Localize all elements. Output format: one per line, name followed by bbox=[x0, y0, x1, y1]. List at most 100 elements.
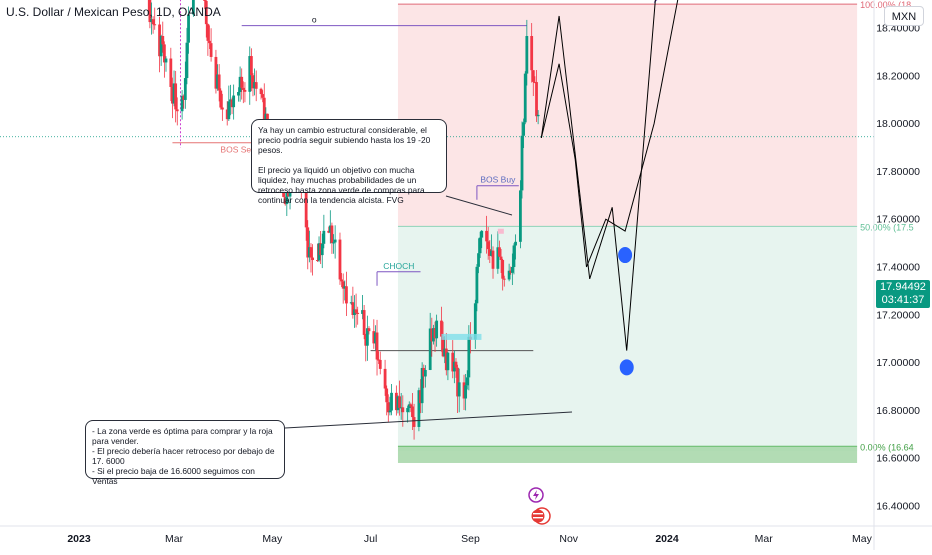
candle-body bbox=[417, 390, 421, 427]
candle-body bbox=[401, 407, 405, 413]
candle-body bbox=[153, 24, 157, 26]
candle-body bbox=[423, 369, 427, 377]
candle-body bbox=[229, 99, 232, 102]
zone-base-label: 0.00% (16.64 bbox=[860, 442, 914, 452]
candle bbox=[208, 25, 211, 50]
candle bbox=[147, 0, 149, 13]
candle bbox=[457, 368, 461, 413]
candle bbox=[406, 405, 410, 423]
candle-body bbox=[214, 56, 218, 89]
candle-body bbox=[520, 135, 524, 191]
x-tick-label: May bbox=[262, 533, 283, 545]
candle bbox=[148, 0, 152, 29]
y-tick-label: 17.00000 bbox=[876, 357, 920, 369]
candle-body bbox=[409, 404, 413, 407]
note-upper[interactable]: Ya hay un cambio estructural considerabl… bbox=[251, 119, 447, 205]
zones-layer: 100.00% (18 50.00% (17.5 0.00% (16.64 bbox=[397, 0, 914, 463]
candle-body bbox=[306, 227, 310, 258]
candle-body bbox=[535, 82, 538, 117]
candle-body bbox=[420, 367, 424, 404]
candle bbox=[523, 71, 527, 125]
candle bbox=[241, 81, 245, 104]
candle bbox=[243, 82, 247, 103]
candle-body bbox=[180, 95, 184, 112]
candle-body bbox=[185, 42, 189, 79]
candle-body bbox=[432, 328, 435, 342]
flag-us bbox=[531, 509, 545, 523]
candle-body bbox=[375, 332, 379, 360]
candle-body bbox=[525, 36, 529, 74]
candle bbox=[351, 286, 355, 319]
candle-body bbox=[311, 257, 314, 261]
candle-body bbox=[328, 225, 332, 233]
candle bbox=[446, 351, 450, 381]
candle bbox=[488, 240, 492, 264]
candle-body bbox=[377, 359, 381, 361]
candle-body bbox=[433, 328, 437, 339]
candle bbox=[283, 196, 287, 206]
candle-body bbox=[536, 114, 540, 117]
candle bbox=[229, 84, 232, 116]
candle bbox=[365, 315, 369, 361]
candle bbox=[502, 275, 506, 287]
candle bbox=[394, 385, 398, 416]
candle-body bbox=[237, 92, 240, 96]
candle bbox=[169, 47, 173, 102]
candle-body bbox=[253, 82, 256, 89]
candle-body bbox=[248, 56, 252, 92]
candle bbox=[341, 273, 345, 304]
candle bbox=[477, 238, 480, 274]
candle bbox=[349, 295, 353, 305]
flag-stripe bbox=[533, 513, 543, 515]
candle bbox=[151, 16, 155, 34]
candle-body bbox=[446, 352, 450, 371]
candle-body bbox=[225, 109, 229, 120]
candle-body bbox=[238, 76, 242, 93]
candle bbox=[237, 87, 240, 102]
candle-body bbox=[172, 83, 176, 104]
note-lower[interactable]: - La zona verde es óptima para comprar y… bbox=[85, 420, 285, 486]
candle bbox=[520, 121, 524, 199]
candle-body bbox=[175, 109, 179, 112]
candle-body bbox=[333, 239, 337, 243]
candle-body bbox=[361, 310, 364, 314]
candle-body bbox=[169, 58, 173, 87]
projection-upper-path bbox=[540, 0, 656, 351]
candle bbox=[209, 28, 213, 62]
candle bbox=[440, 306, 443, 352]
zone-green-label: 50.00% (17.5 bbox=[860, 222, 914, 232]
candle bbox=[220, 93, 224, 121]
zone-red-label: 100.00% (18 bbox=[860, 0, 911, 10]
candle-body bbox=[462, 382, 466, 399]
candle-body bbox=[332, 242, 335, 244]
candle bbox=[478, 231, 482, 258]
candle bbox=[217, 64, 221, 102]
candle bbox=[522, 118, 526, 149]
candle bbox=[191, 0, 195, 17]
candle-body bbox=[478, 237, 482, 254]
x-tick-label: Sep bbox=[461, 533, 480, 545]
y-tick-label: 18.00000 bbox=[876, 118, 920, 130]
candle-body bbox=[209, 43, 213, 57]
candle bbox=[386, 394, 390, 422]
candle bbox=[261, 90, 265, 103]
candle bbox=[374, 325, 377, 352]
candle-body bbox=[509, 270, 513, 273]
candle-body bbox=[412, 417, 416, 427]
candle-body bbox=[473, 303, 477, 340]
candle bbox=[525, 19, 529, 86]
zone-base bbox=[397, 446, 858, 463]
candle-body bbox=[456, 367, 459, 397]
candle bbox=[509, 266, 513, 275]
candle bbox=[362, 304, 366, 340]
candle bbox=[507, 263, 511, 282]
candle bbox=[388, 396, 392, 416]
candle-body bbox=[208, 40, 211, 44]
candle-body bbox=[150, 19, 153, 23]
currency-button[interactable]: MXN bbox=[884, 6, 924, 26]
candle-body bbox=[386, 402, 390, 413]
candle bbox=[443, 336, 447, 364]
liquidity-box bbox=[441, 333, 482, 340]
candle-body bbox=[191, 0, 195, 15]
